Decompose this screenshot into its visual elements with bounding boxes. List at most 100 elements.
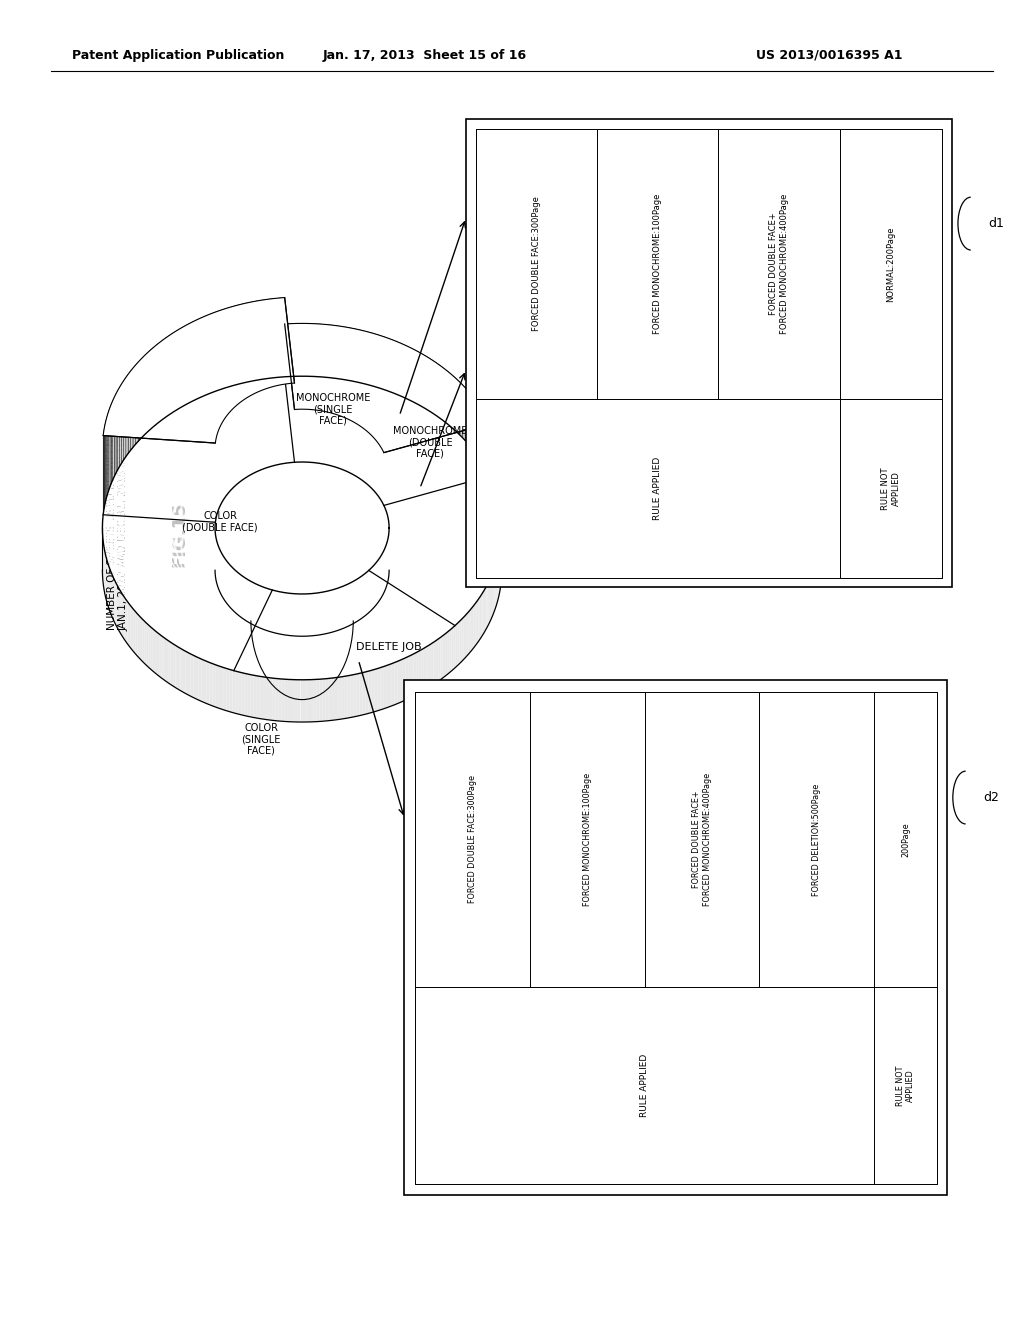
Polygon shape [478,597,480,642]
Polygon shape [156,573,239,632]
Polygon shape [388,539,500,553]
Polygon shape [373,438,465,490]
Polygon shape [266,298,270,379]
Polygon shape [344,586,399,661]
Polygon shape [140,566,232,618]
Polygon shape [364,574,444,635]
Polygon shape [421,648,424,692]
Polygon shape [147,430,236,486]
Polygon shape [115,393,116,477]
Polygon shape [348,399,409,473]
Polygon shape [389,515,501,523]
Polygon shape [351,582,418,653]
Polygon shape [327,383,361,465]
Polygon shape [299,594,302,680]
Polygon shape [116,552,221,585]
Polygon shape [358,413,434,478]
Polygon shape [454,626,456,669]
Polygon shape [452,375,455,430]
Polygon shape [257,676,260,718]
Polygon shape [303,594,306,680]
Polygon shape [472,606,474,649]
Polygon shape [386,545,495,569]
Polygon shape [234,305,239,385]
Polygon shape [182,581,251,651]
Polygon shape [105,499,217,516]
Polygon shape [351,403,418,474]
Polygon shape [283,594,295,680]
Polygon shape [135,564,229,612]
Polygon shape [119,467,222,502]
Polygon shape [132,562,228,609]
Polygon shape [151,428,237,484]
Polygon shape [181,407,250,475]
Polygon shape [279,678,282,721]
Polygon shape [485,586,486,631]
Polygon shape [380,335,384,389]
Polygon shape [205,586,261,661]
Bar [466,119,952,587]
Polygon shape [130,450,227,495]
Polygon shape [323,591,351,676]
Polygon shape [114,577,115,622]
Polygon shape [477,599,478,644]
Polygon shape [486,585,487,628]
Polygon shape [445,632,447,676]
Polygon shape [348,583,409,657]
Polygon shape [168,577,245,642]
Polygon shape [133,366,135,447]
Polygon shape [264,379,287,463]
Polygon shape [102,532,215,540]
Polygon shape [470,393,472,449]
Polygon shape [238,590,274,672]
Polygon shape [116,471,221,504]
Polygon shape [123,557,224,597]
Polygon shape [137,565,231,615]
Text: d1: d1 [988,216,1005,230]
Polygon shape [353,581,421,651]
Polygon shape [406,656,409,700]
Polygon shape [279,378,293,462]
Polygon shape [109,408,110,490]
Polygon shape [386,488,496,512]
Polygon shape [124,597,126,642]
Polygon shape [482,591,484,635]
Polygon shape [438,638,440,681]
Polygon shape [380,462,482,500]
Polygon shape [383,474,489,506]
Polygon shape [387,540,499,558]
Polygon shape [220,389,267,467]
Polygon shape [366,425,451,483]
Polygon shape [326,678,329,721]
Polygon shape [166,639,168,682]
Polygon shape [252,591,281,676]
Polygon shape [268,378,288,463]
Polygon shape [416,651,419,694]
Polygon shape [103,508,216,520]
Polygon shape [104,507,216,519]
Polygon shape [141,437,232,488]
Polygon shape [345,396,401,471]
Polygon shape [383,470,487,504]
Polygon shape [129,451,227,495]
Polygon shape [351,582,416,653]
Polygon shape [343,395,398,470]
Polygon shape [415,350,419,405]
Text: NORMAL:200Page: NORMAL:200Page [887,226,895,302]
Polygon shape [177,408,249,477]
Polygon shape [379,458,480,498]
Polygon shape [248,302,252,381]
Polygon shape [339,587,389,665]
Polygon shape [350,401,414,474]
Polygon shape [385,484,494,510]
Polygon shape [357,578,431,645]
Bar [874,987,937,1184]
Polygon shape [293,376,299,462]
Polygon shape [350,327,355,381]
Polygon shape [276,594,292,678]
Polygon shape [387,541,498,560]
Polygon shape [477,401,479,458]
Polygon shape [195,583,256,657]
Polygon shape [281,378,294,462]
Polygon shape [376,334,380,388]
